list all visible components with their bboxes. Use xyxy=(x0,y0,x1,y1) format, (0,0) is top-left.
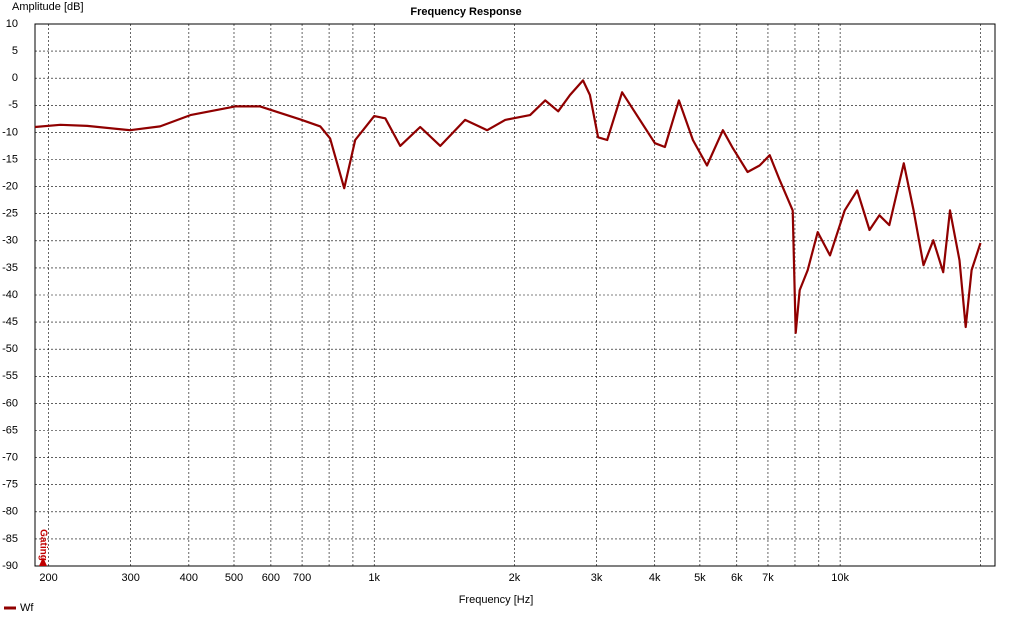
gating-label: Gating xyxy=(37,529,48,561)
y-tick-label: -75 xyxy=(2,479,18,491)
y-tick-label: -65 xyxy=(2,424,18,436)
x-tick-label: 5k xyxy=(694,572,706,584)
y-tick-label: -80 xyxy=(2,506,18,518)
y-tick-label: 5 xyxy=(12,45,18,57)
y-tick-label: -20 xyxy=(2,181,18,193)
y-tick-label: -60 xyxy=(2,397,18,409)
y-tick-label: -70 xyxy=(2,452,18,464)
x-tick-label: 400 xyxy=(180,572,198,584)
plot-frame xyxy=(34,23,996,567)
y-tick-label: 0 xyxy=(12,72,18,84)
y-tick-label: -30 xyxy=(2,235,18,247)
y-tick-label: -25 xyxy=(2,208,18,220)
y-tick-label: -50 xyxy=(2,343,18,355)
x-axis-label: Frequency [Hz] xyxy=(459,594,534,606)
y-tick-label: -85 xyxy=(2,533,18,545)
legend-label: Wf xyxy=(20,602,34,614)
x-tick-label: 1k xyxy=(368,572,380,584)
x-tick-label: 2k xyxy=(509,572,521,584)
data-line xyxy=(34,79,982,334)
y-tick-label: -40 xyxy=(2,289,18,301)
x-tick-label: 600 xyxy=(262,572,280,584)
x-tick-label: 700 xyxy=(293,572,311,584)
y-tick-label: 10 xyxy=(6,18,18,30)
chart-title: Frequency Response xyxy=(410,6,521,18)
y-tick-label: -90 xyxy=(2,560,18,572)
x-tick-label: 7k xyxy=(762,572,774,584)
y-tick-label: -35 xyxy=(2,262,18,274)
y-tick-label: -55 xyxy=(2,370,18,382)
x-tick-label: 200 xyxy=(39,572,57,584)
y-tick-label: -5 xyxy=(8,99,18,111)
gating-marker xyxy=(39,557,47,566)
x-tick-label: 300 xyxy=(121,572,139,584)
x-tick-label: 500 xyxy=(225,572,243,584)
y-tick-label: -45 xyxy=(2,316,18,328)
x-tick-label: 10k xyxy=(831,572,849,584)
y-axis-label: Amplitude [dB] xyxy=(12,1,84,13)
x-tick-label: 3k xyxy=(591,572,603,584)
y-tick-label: -15 xyxy=(2,153,18,165)
x-tick-label: 4k xyxy=(649,572,661,584)
y-tick-label: -10 xyxy=(2,126,18,138)
x-tick-label: 6k xyxy=(731,572,743,584)
